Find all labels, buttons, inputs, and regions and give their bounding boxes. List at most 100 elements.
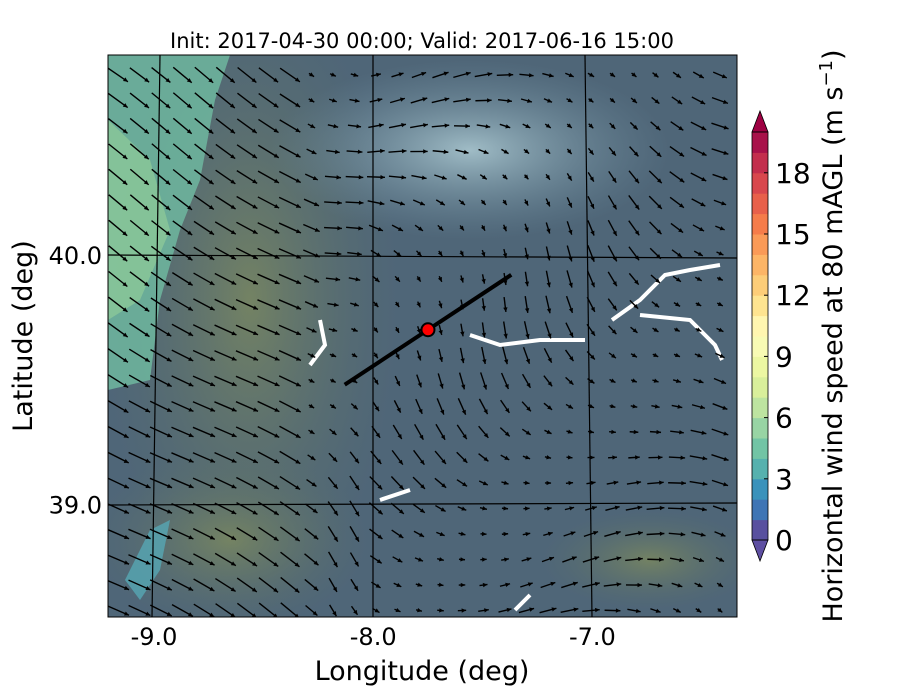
- wind-arrow: [258, 551, 279, 568]
- location-marker[interactable]: [420, 322, 436, 338]
- wind-arrow: [171, 578, 194, 592]
- wind-arrow: [330, 378, 336, 383]
- wind-arrow: [500, 454, 510, 461]
- wind-arrow: [478, 148, 489, 155]
- wind-arrow: [437, 275, 443, 283]
- wind-arrow: [646, 505, 665, 511]
- wind-arrow: [651, 96, 660, 105]
- wind-arrow: [308, 97, 315, 103]
- wind-arrow: [587, 220, 595, 236]
- wind-arrow: [437, 608, 444, 613]
- colorbar: 0 3 6 9 12 15 18: [751, 109, 811, 563]
- wind-arrow: [478, 453, 489, 462]
- wind-arrow: [499, 123, 511, 129]
- wind-arrow: [566, 197, 573, 208]
- wind-arrow: [501, 557, 509, 562]
- wind-arrow: [431, 123, 450, 128]
- wind-arrow: [129, 92, 150, 109]
- wind-arrow: [565, 376, 574, 386]
- wind-arrow: [192, 528, 216, 540]
- wind-arrow: [391, 224, 404, 232]
- wind-arrow: [609, 378, 616, 384]
- wind-arrow: [392, 556, 403, 563]
- wind-arrow: [565, 295, 574, 314]
- wind-arrow: [235, 247, 259, 260]
- wind-arrow: [457, 397, 467, 416]
- wind-arrow: [690, 121, 707, 131]
- wind-arrow: [306, 478, 317, 488]
- wind-arrow: [349, 500, 360, 517]
- wind-arrow: [500, 372, 510, 390]
- wind-arrow: [108, 399, 129, 414]
- wind-arrow: [583, 530, 599, 538]
- wind-arrow: [545, 246, 551, 261]
- wind-arrow: [478, 398, 489, 415]
- wind-arrow: [214, 272, 237, 286]
- wind-arrow: [564, 506, 575, 511]
- wind-arrow: [151, 92, 171, 109]
- wind-arrow: [434, 477, 447, 489]
- wind-arrow: [257, 501, 280, 516]
- wind-arrow: [324, 200, 342, 205]
- wind-arrow: [388, 175, 407, 180]
- wind-arrow: [435, 504, 446, 513]
- wind-arrow: [566, 173, 573, 181]
- wind-arrow: [235, 350, 259, 361]
- wind-arrow: [587, 404, 595, 409]
- wind-arrow: [457, 506, 467, 511]
- wind-arrow: [501, 506, 509, 511]
- wind-arrow: [350, 578, 359, 592]
- wind-arrow: [108, 219, 128, 237]
- wind-arrow: [412, 476, 426, 490]
- wind-arrow: [564, 349, 575, 362]
- wind-arrow: [437, 373, 444, 389]
- wind-arrow: [324, 175, 342, 180]
- wind-arrow: [350, 403, 359, 410]
- wind-arrow: [544, 321, 552, 339]
- wind-arrow: [652, 378, 659, 383]
- colorbar-level: [752, 376, 768, 398]
- wind-arrow: [279, 425, 301, 439]
- wind-arrow: [303, 275, 320, 283]
- wind-arrow: [171, 349, 194, 362]
- wind-arrow: [562, 556, 577, 563]
- wind-arrow: [346, 226, 363, 231]
- wind-arrow: [481, 298, 486, 311]
- wind-arrow: [151, 220, 171, 236]
- wind-arrow: [672, 71, 682, 79]
- colorbar-level: [752, 274, 768, 296]
- wind-arrow: [566, 148, 573, 155]
- wind-arrow: [128, 451, 151, 464]
- wind-arrow: [690, 146, 707, 157]
- wind-arrow: [501, 531, 509, 537]
- wind-arrow: [544, 429, 552, 435]
- wind-arrow: [715, 556, 725, 563]
- wind-arrow: [458, 372, 466, 390]
- colorbar-level: [752, 254, 768, 276]
- wind-arrow: [192, 502, 216, 515]
- wind-arrow: [712, 71, 728, 79]
- wind-arrow: [349, 475, 360, 491]
- wind-arrow: [689, 455, 708, 461]
- wind-arrow: [370, 450, 382, 465]
- wind-arrow: [437, 224, 444, 232]
- wind-arrow: [307, 123, 316, 129]
- wind-arrow: [172, 220, 193, 236]
- wind-arrow: [149, 477, 173, 489]
- wind-arrow: [694, 276, 703, 282]
- wind-arrow: [648, 583, 663, 588]
- wind-arrow: [305, 503, 318, 514]
- wind-arrow: [236, 552, 258, 567]
- wind-arrow: [215, 603, 236, 617]
- wind-arrow: [372, 401, 380, 412]
- wind-arrow: [172, 66, 193, 84]
- wind-arrow: [475, 98, 492, 103]
- wind-arrow: [346, 149, 363, 154]
- wind-arrow: [192, 452, 216, 463]
- wind-arrow: [544, 123, 552, 129]
- wind-arrow: [628, 195, 640, 210]
- wind-arrow: [415, 608, 423, 613]
- wind-arrow: [586, 270, 596, 288]
- wind-arrow: [630, 353, 638, 358]
- x-axis: -9.0 -8.0 -7.0: [131, 623, 616, 651]
